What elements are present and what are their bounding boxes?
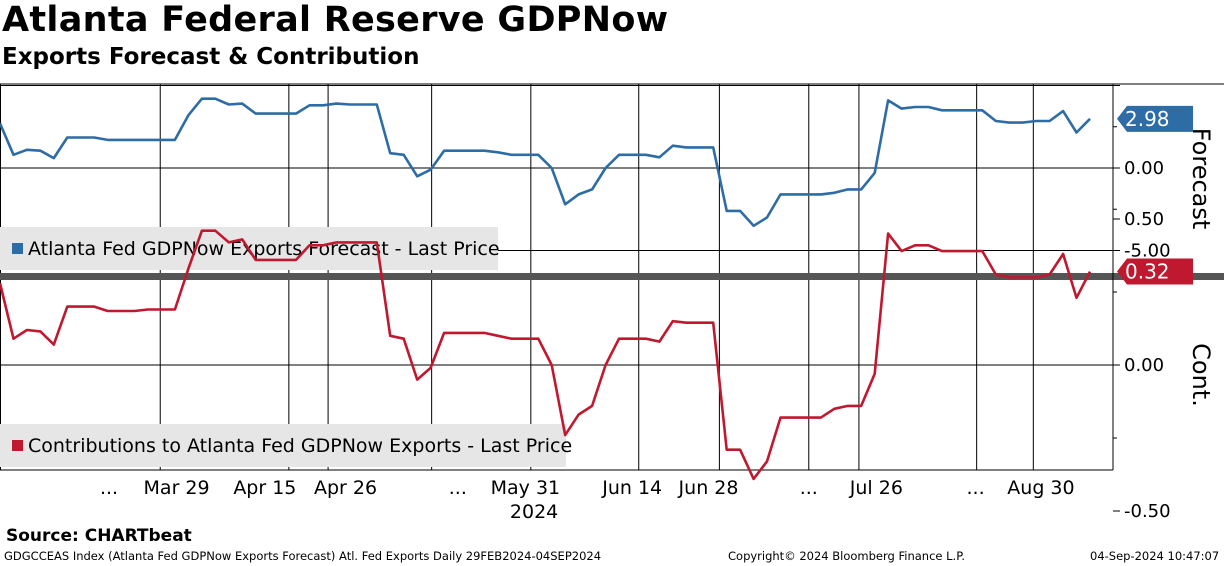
legend-box <box>0 424 566 467</box>
chart-subtitle: Exports Forecast & Contribution <box>2 44 420 70</box>
x-tick-label: Apr 26 <box>314 477 377 499</box>
last-value-tag <box>1117 258 1193 285</box>
x-tick-label: Mar 29 <box>144 477 210 499</box>
x-tick-label: ... <box>800 477 818 499</box>
last-value-tag <box>1117 105 1193 132</box>
x-tick-label: May 31 <box>491 477 561 499</box>
footer-timestamp: 04-Sep-2024 10:47:07 <box>1090 549 1220 563</box>
x-tick-label: Apr 15 <box>233 477 296 499</box>
legend-swatch <box>12 440 23 451</box>
x-year-label: 2024 <box>510 501 558 523</box>
last-value-label: 2.98 <box>1125 107 1170 131</box>
footer-copyright: Copyright© 2024 Bloomberg Finance L.P. <box>728 549 965 563</box>
last-value-label: 0.32 <box>1125 260 1170 284</box>
x-tick-label: ... <box>100 477 118 499</box>
x-tick-label: Aug 30 <box>1007 477 1074 499</box>
legend-label: Contributions to Atlanta Fed GDPNow Expo… <box>28 435 572 457</box>
y-tick-label: -5.00 <box>1124 241 1171 262</box>
y-tick-label: -0.50 <box>1124 501 1171 522</box>
x-tick-label: Jun 28 <box>678 477 739 499</box>
x-tick-label: Jun 14 <box>601 477 662 499</box>
x-tick-label: ... <box>966 477 984 499</box>
x-tick-label: ... <box>449 477 467 499</box>
y-tick-label: 0.50 <box>1124 209 1164 230</box>
series-line <box>0 229 1092 481</box>
panel-separator <box>0 273 1224 280</box>
y-axis-title: Cont. <box>1187 343 1215 407</box>
y-axis-title: Forecast <box>1187 128 1215 230</box>
legend-label: Atlanta Fed GDPNow Exports Forecast - La… <box>28 238 500 260</box>
x-tick-label: Jul 26 <box>849 477 903 499</box>
series-line <box>0 97 1091 228</box>
footer-index-info: GDGCCEAS Index (Atlanta Fed GDPNow Expor… <box>4 549 602 563</box>
y-tick-label: 0.00 <box>1124 158 1164 179</box>
chart-title: Atlanta Federal Reserve GDPNow <box>2 0 669 40</box>
source-label: Source: CHARTbeat <box>6 526 192 546</box>
y-tick-label: 0.00 <box>1124 355 1164 376</box>
legend-swatch <box>12 243 23 254</box>
